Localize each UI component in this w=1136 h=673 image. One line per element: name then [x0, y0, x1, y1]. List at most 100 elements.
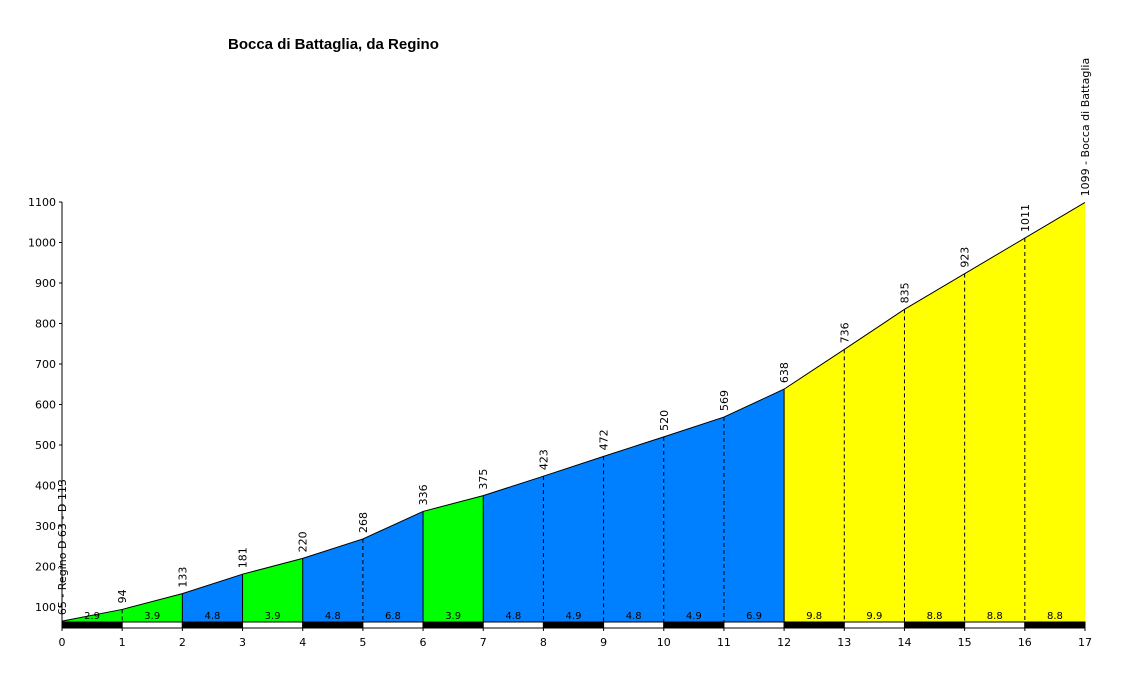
km-bar-segment [302, 621, 364, 629]
y-tick-label: 100 [35, 601, 56, 614]
y-tick-label: 900 [35, 277, 56, 290]
km-bar-segment [603, 621, 665, 629]
elevation-label: 94 [116, 589, 129, 603]
km-bar-segment [783, 621, 845, 629]
km-scale-bar [61, 621, 1086, 629]
segment-fill [964, 238, 1025, 623]
gradient-labels: 2.9 3.9 4.8 3.9 4.8 6.8 3.9 4.8 4.9 4.8 4.9 6.9 9.8 9… [84, 611, 1063, 622]
km-bar-segment [482, 621, 544, 629]
gradient-label: 3.9 [144, 611, 160, 622]
x-tick-label: 16 [1018, 636, 1032, 649]
segment-fill [844, 309, 905, 622]
y-tick-label: 1100 [28, 196, 56, 209]
chart-title: Bocca di Battaglia, da Regino [228, 36, 439, 53]
km-bar-segment [362, 621, 424, 629]
elevation-labels: 65 - Regino D 63 - D 113 94 133 181 220 268 33… [56, 58, 1092, 615]
x-tick-label: 14 [897, 636, 911, 649]
segment-fill [423, 495, 484, 622]
gradient-label: 4.9 [686, 611, 702, 622]
x-tick-label: 4 [299, 636, 306, 649]
y-tick-label: 800 [35, 318, 56, 331]
gradient-label: 4.8 [325, 611, 341, 622]
y-tick-label: 300 [35, 520, 56, 533]
elevation-label: 133 [176, 567, 189, 588]
segment-fill [723, 389, 785, 622]
y-tick-label: 1000 [28, 237, 56, 250]
gradient-label: 9.9 [866, 611, 882, 622]
x-tick-label: 15 [958, 636, 972, 649]
gradient-label: 6.9 [746, 611, 762, 622]
segment-fill [122, 593, 183, 622]
x-tick-label: 5 [359, 636, 366, 649]
segment-fill [543, 456, 604, 622]
elevation-label: 220 [297, 531, 310, 552]
segment-fill [663, 417, 724, 622]
x-tick-label: 0 [59, 636, 66, 649]
segment-fill [784, 349, 845, 622]
y-tick-label: 400 [35, 480, 56, 493]
gradient-label: 4.8 [505, 611, 521, 622]
segment-fill [362, 511, 424, 622]
x-tick-label: 6 [420, 636, 427, 649]
elevation-label: 1099 - Bocca di Battaglia [1079, 58, 1092, 197]
km-bar-segment [242, 621, 304, 629]
x-tick-label: 1 [119, 636, 126, 649]
elevation-label: 375 [477, 469, 490, 490]
elevation-label: 638 [778, 362, 791, 383]
gradient-label: 2.9 [84, 611, 100, 622]
segment-fill [182, 574, 243, 622]
gradient-label: 3.9 [265, 611, 281, 622]
x-tick-label: 11 [717, 636, 731, 649]
km-bar-segment [121, 621, 183, 629]
x-tick-label: 3 [239, 636, 246, 649]
elevation-label: 268 [357, 512, 370, 533]
elevation-label: 569 [718, 390, 731, 411]
y-tick-label: 700 [35, 358, 56, 371]
x-tick-label: 2 [179, 636, 186, 649]
x-tick-label: 7 [480, 636, 487, 649]
elevation-label: 472 [598, 429, 611, 450]
x-tick-label: 13 [837, 636, 851, 649]
elevation-label: 736 [838, 322, 851, 343]
km-bar-segment [422, 621, 484, 629]
elevation-label: 336 [417, 484, 430, 505]
segment-dividers [121, 238, 1026, 622]
y-tick-label: 500 [35, 439, 56, 452]
x-axis: 0 1 2 3 4 5 6 7 8 9 10 11 12 13 14 15 16 17 [59, 628, 1092, 649]
km-bar-segment [723, 621, 785, 629]
gradient-label: 8.8 [1047, 611, 1063, 622]
x-tick-label: 8 [540, 636, 547, 649]
y-axis: 100 200 300 400 500 600 700 800 900 1000 1100 [28, 196, 63, 622]
gradient-label: 6.8 [385, 611, 401, 622]
km-bar-segment [663, 621, 725, 629]
x-tick-label: 12 [777, 636, 791, 649]
km-bar-segment [542, 621, 605, 629]
profile-line [61, 201, 1086, 622]
elevation-label: 520 [658, 410, 671, 431]
gradient-label: 4.9 [566, 611, 582, 622]
elevation-label: 181 [237, 547, 250, 568]
segment-fills [62, 202, 1085, 623]
gradient-label: 4.8 [626, 611, 642, 622]
km-bar-segment [61, 621, 123, 629]
gradient-label: 8.8 [987, 611, 1003, 622]
gradient-label: 9.8 [806, 611, 822, 622]
km-bar-segment [843, 621, 905, 629]
elevation-label: 923 [959, 247, 972, 268]
segment-fill [302, 538, 363, 622]
elevation-label: 1011 [1019, 204, 1032, 232]
km-bar-segment [964, 621, 1026, 629]
segment-fill [904, 273, 965, 622]
km-bar-segment [181, 621, 244, 629]
x-tick-label: 10 [657, 636, 671, 649]
y-tick-label: 200 [35, 561, 56, 574]
x-tick-label: 9 [600, 636, 607, 649]
y-tick-label: 600 [35, 399, 56, 412]
elevation-label: 423 [537, 449, 550, 470]
x-tick-label: 17 [1078, 636, 1092, 649]
gradient-label: 8.8 [927, 611, 943, 622]
segment-fill [242, 558, 303, 622]
gradient-label: 4.8 [204, 611, 220, 622]
elevation-label: 835 [898, 282, 911, 303]
